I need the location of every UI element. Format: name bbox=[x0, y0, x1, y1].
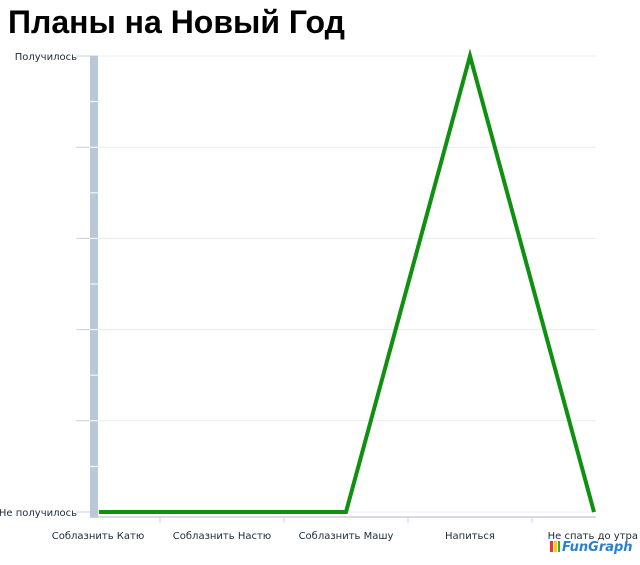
chart-title: Планы на Новый Год bbox=[8, 4, 345, 40]
series-line bbox=[99, 48, 596, 514]
x-tick-label: Напиться bbox=[445, 531, 495, 542]
logo-text: FunGraph bbox=[562, 540, 633, 555]
y-tick-label: Не получилось bbox=[0, 508, 77, 519]
x-tick-label: Соблазнить Настю bbox=[173, 531, 271, 542]
y-tick-label: Получилось bbox=[15, 52, 77, 63]
x-tick-label: Соблазнить Машу bbox=[299, 531, 394, 542]
x-tick-label: Не спать до утра bbox=[548, 531, 638, 542]
y-axis-bar bbox=[90, 56, 98, 518]
bar-chart-icon bbox=[550, 541, 560, 552]
x-tick-label: Соблазнить Катю bbox=[52, 531, 145, 542]
fungraph-logo: FunGraph bbox=[550, 540, 633, 555]
